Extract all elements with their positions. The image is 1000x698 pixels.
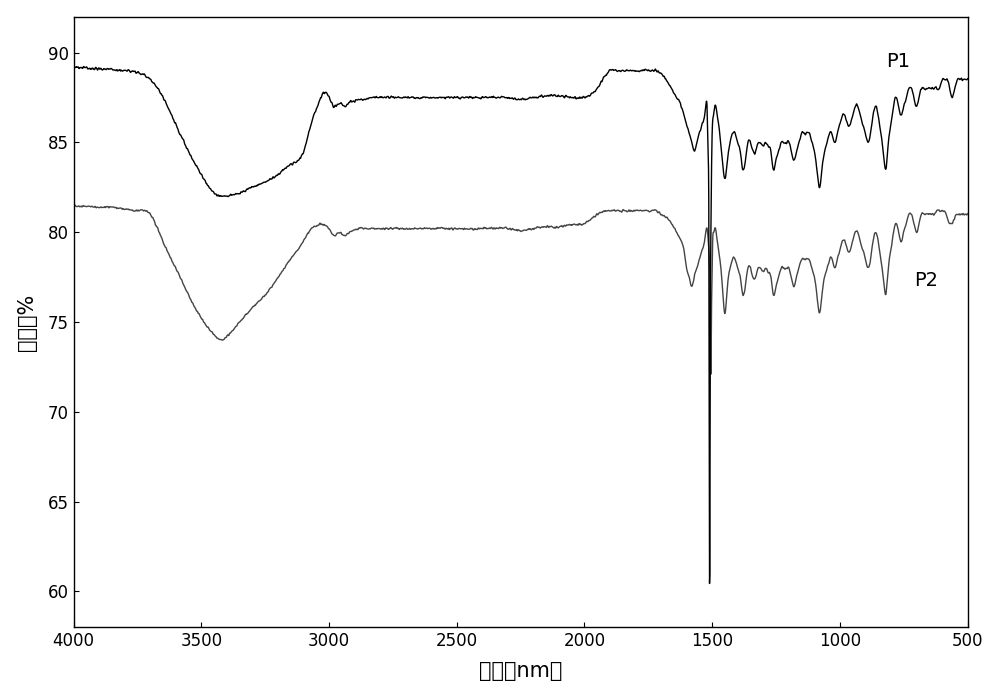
Text: P1: P1 <box>886 52 910 71</box>
X-axis label: 波长（nm）: 波长（nm） <box>479 661 562 681</box>
Y-axis label: 透射率%: 透射率% <box>17 293 37 350</box>
Text: P2: P2 <box>914 271 938 290</box>
